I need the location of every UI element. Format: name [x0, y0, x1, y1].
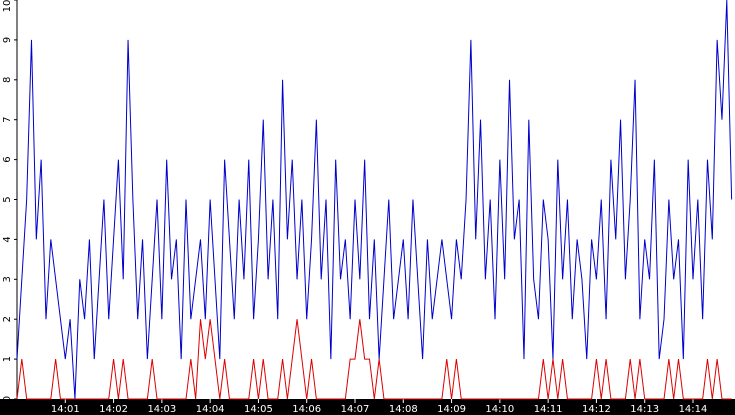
y-tick-label: 5	[2, 196, 13, 202]
x-tick-label: 14:02	[99, 404, 128, 415]
x-tick-label: 14:06	[292, 404, 321, 415]
x-tick-label: 14:03	[147, 404, 176, 415]
y-tick-label: 10	[2, 0, 13, 12]
x-tick-label: 14:04	[196, 404, 225, 415]
x-tick-label: 14:01	[51, 404, 80, 415]
y-tick-label: 7	[2, 117, 13, 123]
y-tick-label: 6	[2, 156, 13, 162]
x-axis-strip	[0, 399, 735, 415]
y-tick-label: 1	[2, 356, 13, 362]
x-tick-label: 14:13	[630, 404, 659, 415]
y-tick-label: 9	[2, 37, 13, 43]
x-tick-label: 14:08	[389, 404, 418, 415]
x-tick-label: 14:12	[582, 404, 611, 415]
x-tick-label: 14:11	[534, 404, 563, 415]
y-tick-label: 4	[2, 236, 13, 242]
series-line	[16, 0, 733, 400]
y-tick-label: 0	[2, 396, 13, 402]
y-tick-label: 2	[2, 316, 13, 322]
x-tick-label: 14:14	[679, 404, 708, 415]
y-tick-label: 8	[2, 77, 13, 83]
x-tick-label: 14:09	[437, 404, 466, 415]
x-tick-label: 14:07	[341, 404, 370, 415]
x-tick-label: 14:10	[485, 404, 514, 415]
x-tick-label: 14:05	[244, 404, 273, 415]
y-tick-label: 3	[2, 276, 13, 282]
series-line	[16, 319, 732, 400]
